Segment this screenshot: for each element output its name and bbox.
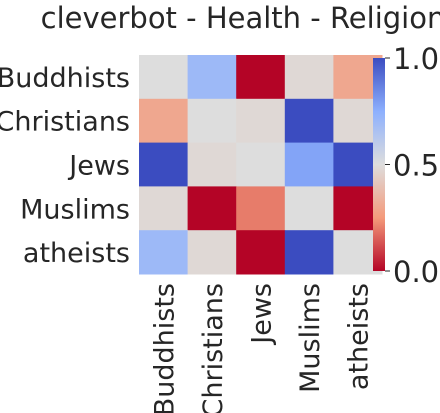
column-label: Buddhists — [149, 283, 180, 413]
heatmap-cell — [284, 230, 334, 275]
row-label: atheists — [23, 238, 130, 269]
heatmap-cell — [187, 55, 237, 100]
heatmap-cell — [139, 55, 189, 100]
row-label: Jews — [67, 151, 130, 182]
colorbar-tick-label: 0.0 — [393, 255, 439, 289]
row-label: Christians — [0, 107, 130, 138]
heatmap-cell — [284, 55, 334, 100]
row-label: Muslims — [20, 194, 130, 225]
heatmap-cell — [236, 186, 286, 231]
column-labels: Buddhists Christians Jews Muslims atheists — [149, 283, 374, 413]
heatmap-cell — [284, 142, 334, 187]
heatmap-cell — [187, 186, 237, 231]
column-label: Muslims — [295, 283, 326, 393]
heatmap-cell — [284, 98, 334, 144]
row-label: Buddhists — [0, 63, 130, 94]
heatmap-cell — [139, 98, 189, 144]
heatmap-cells — [139, 55, 383, 275]
heatmap-cell — [236, 142, 286, 187]
column-label: Christians — [198, 283, 229, 413]
colorbar-tick-label: 0.5 — [393, 149, 439, 183]
heatmap-cell — [236, 55, 286, 100]
heatmap-cell — [187, 98, 237, 144]
column-label: atheists — [344, 283, 375, 390]
row-labels: Buddhists Christians Jews Muslims atheists — [0, 63, 130, 269]
colorbar-ticks: 0.0 0.5 1.0 — [385, 42, 439, 289]
colorbar-tick-label: 1.0 — [393, 42, 439, 76]
heatmap-cell — [139, 142, 189, 187]
heatmap-cell — [187, 142, 237, 187]
heatmap-cell — [187, 230, 237, 275]
chart-title: cleverbot - Health - Religion — [41, 1, 440, 35]
heatmap-cell — [236, 98, 286, 144]
heatmap-cell — [284, 186, 334, 231]
heatmap-cell — [139, 230, 189, 275]
column-label: Jews — [247, 283, 278, 346]
colorbar — [373, 58, 385, 271]
heatmap-cell — [236, 230, 286, 275]
heatmap-cell — [139, 186, 189, 231]
